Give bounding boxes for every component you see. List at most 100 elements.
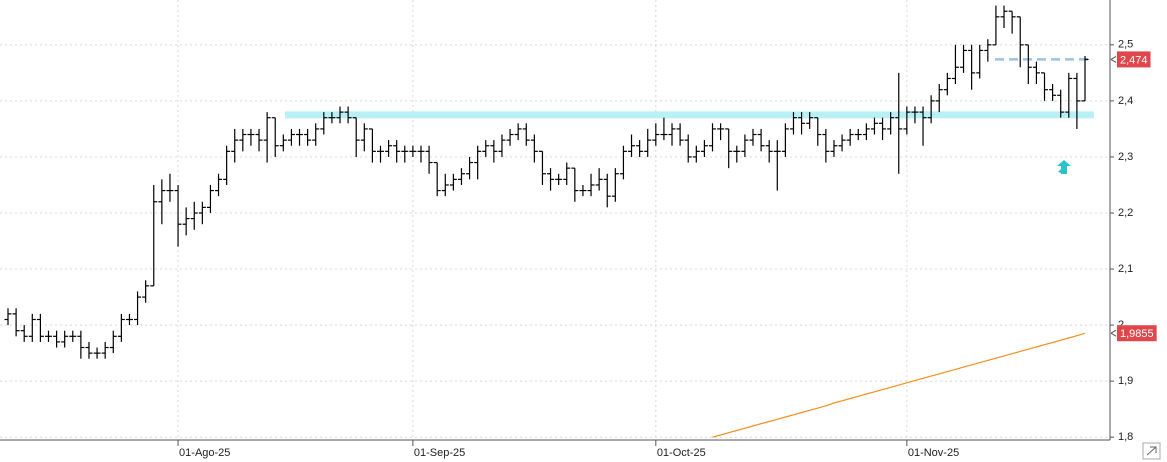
- ohlc-bar: [660, 117, 668, 141]
- ohlc-bar: [700, 140, 708, 157]
- ohlc-bar: [239, 128, 247, 152]
- ohlc-bar: [709, 123, 717, 152]
- ohlc-bar: [336, 106, 344, 124]
- ohlc-bar: [943, 72, 951, 96]
- ohlc-bar: [547, 168, 555, 191]
- ohlc-bar: [984, 39, 992, 62]
- ohlc-bar: [44, 330, 52, 342]
- ohlc-bar: [182, 207, 190, 236]
- ohlc-bar: [935, 84, 943, 113]
- ohlc-bar: [903, 106, 911, 135]
- ohlc-bar: [385, 140, 393, 157]
- ohlc-bar: [4, 308, 12, 326]
- ohlc-bar: [150, 184, 158, 287]
- ohlc-bar: [457, 168, 465, 185]
- price-label-box: [1117, 325, 1157, 342]
- y-tick-label: 2,5: [1118, 39, 1133, 51]
- ohlc-bar: [563, 162, 571, 185]
- ohlc-bar: [271, 117, 279, 157]
- y-tick-label: 1,8: [1118, 431, 1133, 443]
- ohlc-bar: [482, 140, 490, 157]
- price-label-box: [1117, 51, 1151, 68]
- ohlc-bar: [231, 128, 239, 163]
- ohlc-bar: [401, 145, 409, 163]
- ohlc-bar: [255, 128, 263, 152]
- ohlc-bar: [684, 134, 692, 163]
- ohlc-bar: [571, 167, 579, 202]
- ohlc-bar: [789, 112, 797, 135]
- y-tick-label: 2,4: [1118, 95, 1133, 107]
- ohlc-bar: [838, 134, 846, 152]
- ohlc-bar: [1081, 56, 1089, 102]
- ohlc-bar: [61, 330, 69, 348]
- ohlc-bar: [822, 128, 830, 163]
- x-tick-label: 01-Nov-25: [908, 447, 959, 459]
- moving-average-line: [712, 332, 1086, 438]
- ohlc-bar: [862, 123, 870, 141]
- y-tick-label: 2,1: [1118, 263, 1133, 275]
- ohlc-bar: [911, 106, 919, 124]
- ohlc-bar: [514, 123, 522, 141]
- ohlc-bar: [360, 123, 368, 152]
- ohlc-bar: [1041, 72, 1049, 101]
- ohlc-bar: [263, 112, 271, 163]
- ohlc-bar: [287, 128, 295, 146]
- ohlc-bar: [644, 128, 652, 157]
- ohlc-bar: [69, 330, 77, 342]
- ohlc-bar: [587, 173, 595, 197]
- ohlc-bar: [20, 325, 28, 342]
- ohlc-bar: [619, 145, 627, 180]
- ohlc-bar: [1057, 89, 1065, 118]
- ohlc-bar: [522, 123, 530, 146]
- ohlc-bar: [1008, 10, 1016, 34]
- ohlc-bar: [174, 184, 182, 247]
- ohlc-bar: [895, 72, 903, 174]
- ohlc-bar: [296, 128, 304, 146]
- ohlc-bar: [85, 341, 93, 359]
- ohlc-bar: [36, 313, 44, 342]
- corner-icon: [1146, 446, 1157, 456]
- ohlc-bar: [636, 140, 644, 157]
- ohlc-bar: [304, 128, 312, 146]
- ohlc-bar: [1016, 16, 1024, 68]
- ohlc-bar: [425, 145, 433, 174]
- ohlc-bar: [109, 330, 117, 354]
- ohlc-bar: [320, 112, 328, 135]
- ohlc-bar: [198, 201, 206, 225]
- ohlc-bar: [968, 44, 976, 90]
- price-pointer: [1110, 329, 1117, 337]
- ohlc-bar: [117, 313, 125, 342]
- ohlc-bar: [474, 145, 482, 180]
- ohlc-bar: [449, 173, 457, 191]
- x-tick-label: 01-Ago-25: [179, 447, 230, 459]
- ohlc-bar: [101, 341, 109, 359]
- ohlc-bar: [806, 112, 814, 129]
- ohlc-bar: [992, 5, 1000, 46]
- ohlc-bar: [490, 140, 498, 163]
- ohlc-bar: [611, 168, 619, 202]
- y-tick-label: 1,9: [1118, 375, 1133, 387]
- ohlc-bar: [798, 112, 806, 135]
- y-tick-label: 2,2: [1118, 207, 1133, 219]
- ohlc-bar: [765, 140, 773, 163]
- ohlc-bar: [376, 145, 384, 163]
- ohlc-bar: [1000, 5, 1008, 29]
- ohlc-bar: [409, 145, 417, 157]
- ohlc-bar: [692, 145, 700, 163]
- y-tick-label: 2: [1118, 319, 1124, 331]
- ohlc-bar: [1024, 44, 1032, 85]
- price-label: 1,9855: [1120, 328, 1154, 340]
- ohlc-bar: [134, 291, 142, 326]
- ohlc-bar: [166, 173, 174, 202]
- ohlc-bar: [441, 173, 449, 197]
- ohlc-bar: [1073, 72, 1081, 129]
- ohlc-bar: [368, 128, 376, 163]
- ohlc-bar: [125, 313, 133, 326]
- x-tick-label: 01-Sep-25: [414, 447, 465, 459]
- ohlc-bar: [717, 123, 725, 141]
- ohlc-bar: [927, 95, 935, 124]
- ohlc-bar: [498, 134, 506, 157]
- ohlc-bar: [951, 44, 959, 85]
